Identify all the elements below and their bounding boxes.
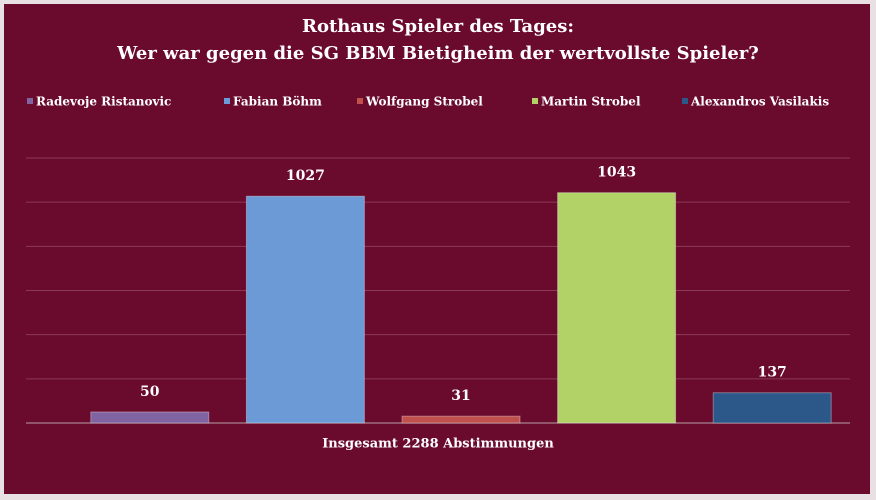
legend-swatch	[682, 98, 688, 104]
data-label: 1043	[597, 165, 636, 181]
bar	[712, 392, 832, 424]
x-axis-label: Insgesamt 2288 Abstimmungen	[322, 437, 554, 452]
legend-label: Fabian Böhm	[233, 95, 322, 109]
bar	[90, 411, 210, 424]
data-label: 31	[451, 388, 470, 404]
legend-swatch	[532, 98, 538, 104]
data-label: 50	[140, 384, 160, 400]
chart-subtitle: Wer war gegen die SG BBM Bietigheim der …	[116, 43, 759, 64]
legend-swatch	[224, 98, 230, 104]
bar	[557, 192, 677, 424]
legend-label: Martin Strobel	[541, 95, 641, 109]
data-label: 137	[758, 365, 787, 381]
bar	[245, 195, 365, 424]
data-label: 1027	[286, 168, 325, 184]
legend-swatch	[27, 98, 33, 104]
legend-swatch	[357, 98, 363, 104]
legend-label: Radevoje Ristanovic	[36, 95, 171, 109]
legend-label: Wolfgang Strobel	[365, 95, 483, 109]
bar	[401, 415, 521, 424]
legend-label: Alexandros Vasilakis	[690, 95, 829, 109]
chart-title: Rothaus Spieler des Tages:	[302, 16, 574, 37]
